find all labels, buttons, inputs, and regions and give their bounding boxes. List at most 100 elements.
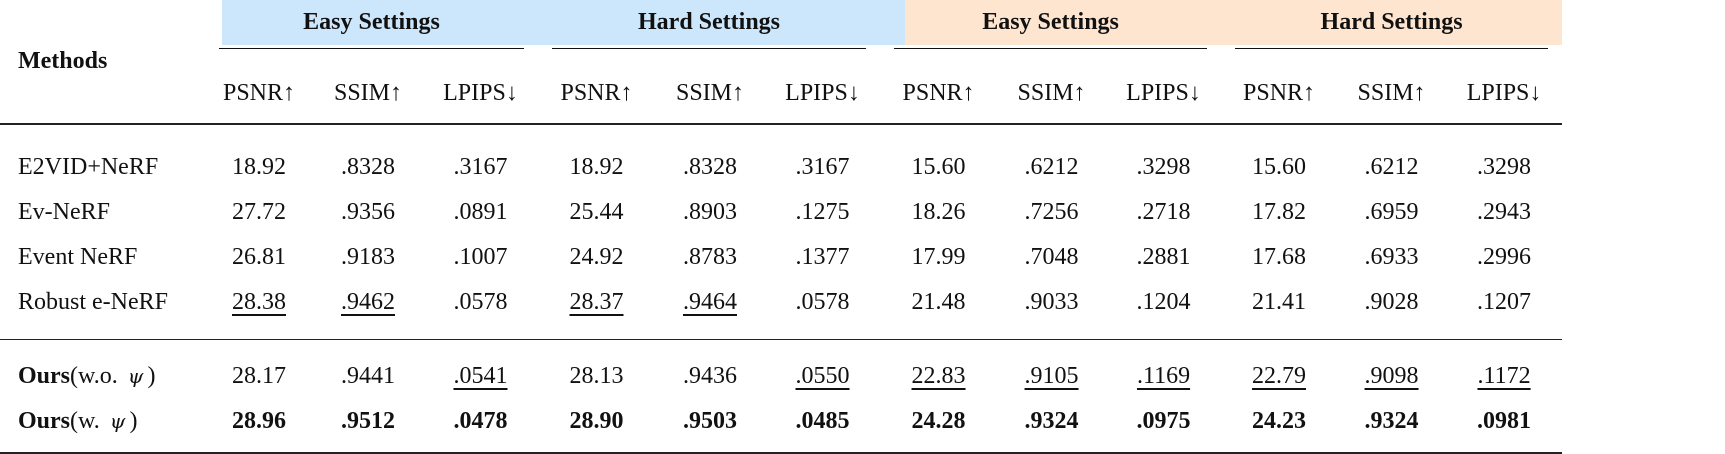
methods-header: Methods bbox=[18, 48, 108, 74]
value-cell: 27.72 bbox=[205, 190, 313, 235]
value-cell: .2996 bbox=[1446, 235, 1562, 280]
metric-header: SSIM↑ bbox=[1017, 79, 1086, 106]
value: .3167 bbox=[795, 154, 850, 180]
method-variant-close: ) bbox=[129, 408, 138, 434]
method-variant: (w. bbox=[70, 408, 100, 434]
value: 28.13 bbox=[569, 363, 624, 389]
value-cell: 18.92 bbox=[538, 124, 655, 190]
value: 15.60 bbox=[911, 154, 966, 180]
value: .2718 bbox=[1136, 199, 1191, 225]
table-row: Ours(w.o. ψ) 28.17 .9441 .0541 28.13 .9436 .05… bbox=[0, 340, 1562, 400]
metric-header: LPIPS↓ bbox=[1466, 79, 1542, 106]
group-header: Hard Settings bbox=[1221, 0, 1562, 49]
value-cell: .9436 bbox=[655, 340, 765, 400]
value: .9436 bbox=[683, 363, 737, 389]
value: 24.92 bbox=[569, 244, 624, 270]
value: 28.37 bbox=[569, 289, 624, 315]
metric-header: PSNR↑ bbox=[560, 79, 633, 106]
value: .3167 bbox=[453, 154, 508, 180]
value: .1377 bbox=[795, 244, 850, 270]
value: 26.81 bbox=[232, 244, 286, 270]
group-header-label: Easy Settings bbox=[982, 9, 1119, 35]
value-cell: 17.82 bbox=[1221, 190, 1337, 235]
value: .9324 bbox=[1024, 408, 1079, 434]
value-cell: .0541 bbox=[423, 340, 538, 400]
table-row: E2VID+NeRF 18.92 .8328 .3167 18.92 .8328 .3167… bbox=[0, 124, 1562, 190]
value: .1204 bbox=[1136, 289, 1191, 315]
value: .1007 bbox=[453, 244, 508, 270]
value: .9028 bbox=[1364, 289, 1419, 315]
value: 15.60 bbox=[1252, 154, 1307, 180]
group-rule bbox=[1235, 48, 1549, 49]
method-cell: Ev-NeRF bbox=[18, 199, 110, 225]
value-cell: .2881 bbox=[1106, 235, 1221, 280]
metric-header: SSIM↑ bbox=[1357, 79, 1426, 106]
metric-header: SSIM↑ bbox=[675, 79, 745, 106]
value: .9503 bbox=[683, 408, 737, 434]
value-cell: .9028 bbox=[1337, 280, 1446, 340]
value-cell: .8328 bbox=[313, 124, 423, 190]
metric-header: PSNR↑ bbox=[222, 79, 296, 106]
value: 18.26 bbox=[911, 199, 966, 225]
value-cell: 28.90 bbox=[538, 399, 655, 453]
method-cell: Ours(w.o. ψ) bbox=[0, 340, 205, 400]
value: 21.48 bbox=[911, 289, 966, 315]
metric-header-row: PSNR↑ SSIM↑ LPIPS↓ PSNR↑ SSIM↑ LPIPS↓ PSNR↑ SSI… bbox=[0, 45, 1563, 124]
table-row: Ev-NeRF 27.72 .9356 .0891 25.44 .8903 .1275 18.… bbox=[0, 190, 1562, 235]
method-cell: Ours(w. ψ) bbox=[0, 399, 205, 453]
value: .9464 bbox=[683, 289, 737, 315]
value: .8328 bbox=[683, 154, 737, 180]
value: .2881 bbox=[1136, 244, 1191, 270]
value-cell: .0975 bbox=[1106, 399, 1221, 453]
method-cell: Event NeRF bbox=[18, 244, 138, 270]
value-cell: 26.81 bbox=[205, 235, 313, 280]
value: 25.44 bbox=[569, 199, 624, 225]
value-cell: .2943 bbox=[1446, 190, 1562, 235]
metric-header: PSNR↑ bbox=[902, 79, 975, 106]
value-cell: .0478 bbox=[423, 399, 538, 453]
value-cell: .6933 bbox=[1337, 235, 1446, 280]
group-rule bbox=[219, 48, 524, 49]
value-cell: 28.38 bbox=[205, 280, 313, 340]
value: .0485 bbox=[795, 408, 850, 434]
value-cell: 28.13 bbox=[538, 340, 655, 400]
method-cell: Robust e-NeRF bbox=[18, 289, 168, 315]
value: .0478 bbox=[453, 408, 508, 434]
table-row: Ours(w. ψ) 28.96 .9512 .0478 28.90 .9503 .0485… bbox=[0, 399, 1563, 453]
value: 17.82 bbox=[1252, 199, 1307, 225]
value-cell: .1172 bbox=[1446, 340, 1562, 400]
value-cell: .1007 bbox=[423, 235, 538, 280]
value-cell: .7256 bbox=[997, 190, 1106, 235]
method-cell: E2VID+NeRF bbox=[18, 154, 159, 180]
value: .3298 bbox=[1477, 154, 1532, 180]
value: .3298 bbox=[1136, 154, 1191, 180]
value-cell: .1169 bbox=[1106, 340, 1221, 400]
value-cell: 28.17 bbox=[205, 340, 313, 400]
value-cell: 21.41 bbox=[1221, 280, 1337, 340]
value-cell: .8903 bbox=[655, 190, 765, 235]
value: .7256 bbox=[1024, 199, 1079, 225]
value: .0578 bbox=[795, 289, 850, 315]
value-cell: .9503 bbox=[655, 399, 765, 453]
value-cell: .0981 bbox=[1446, 399, 1562, 453]
group-header: Hard Settings bbox=[538, 0, 880, 49]
method-variant-close: ) bbox=[147, 363, 156, 389]
value: .0975 bbox=[1136, 408, 1191, 434]
group-header: Easy Settings bbox=[205, 0, 538, 49]
value-cell: 24.23 bbox=[1221, 399, 1337, 453]
value-cell: 24.92 bbox=[538, 235, 655, 280]
value-cell: .3298 bbox=[1106, 124, 1221, 190]
value-cell: .9033 bbox=[997, 280, 1106, 340]
value: 28.90 bbox=[569, 408, 624, 434]
value: .9356 bbox=[341, 199, 395, 225]
value-cell: .1275 bbox=[765, 190, 880, 235]
value: 28.38 bbox=[232, 289, 286, 315]
value: .0550 bbox=[795, 363, 850, 389]
value: .6959 bbox=[1364, 199, 1419, 225]
psi-symbol: ψ bbox=[109, 409, 126, 433]
value-cell: .6212 bbox=[997, 124, 1106, 190]
value: 18.92 bbox=[569, 154, 624, 180]
value-cell: .9098 bbox=[1337, 340, 1446, 400]
method-name: Ours bbox=[18, 408, 71, 434]
value: .8903 bbox=[683, 199, 737, 225]
